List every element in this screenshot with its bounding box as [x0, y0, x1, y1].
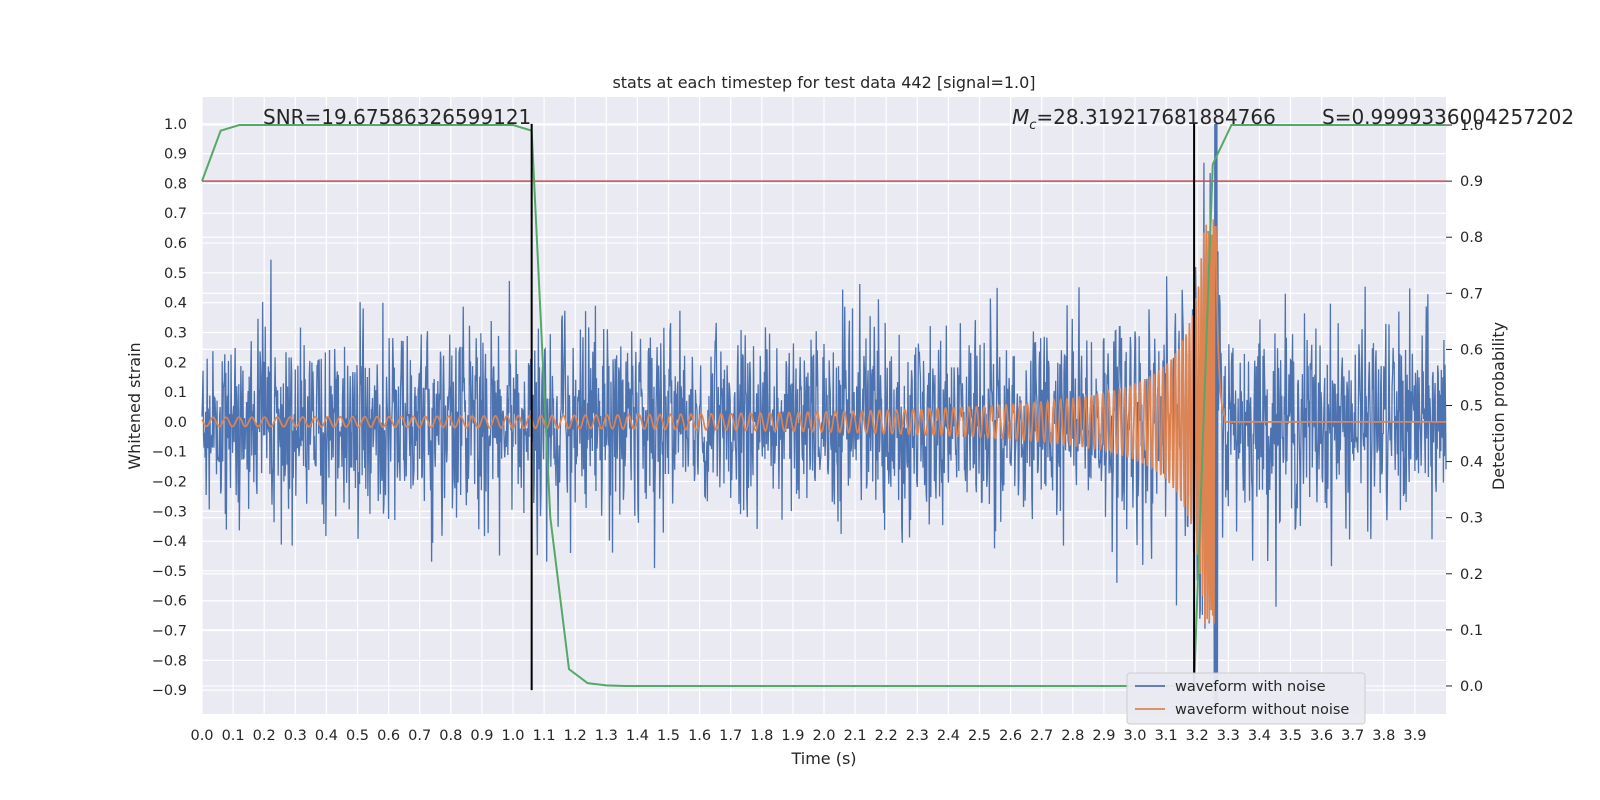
x-tick-label: 0.8 — [439, 728, 462, 744]
y-tick-label: 0.5 — [164, 266, 187, 282]
chirp-mass-symbol: M — [1012, 105, 1029, 129]
y2-tick-label: 0.0 — [1460, 679, 1483, 695]
y2-axis-label: Detection probability — [1489, 322, 1508, 490]
x-tick-label: 3.1 — [1155, 728, 1178, 744]
y-tick-label: 0.3 — [164, 325, 187, 341]
series-noisy-waveform — [201, 123, 1447, 706]
x-tick-label: 0.6 — [377, 728, 400, 744]
x-tick-label: 2.0 — [812, 728, 835, 744]
x-tick-label: 0.9 — [470, 728, 493, 744]
chirp-mass-value: =28.319217681884766 — [1036, 105, 1275, 129]
y2-tick-label: 0.8 — [1460, 230, 1483, 246]
y-tick-label: −0.5 — [152, 564, 187, 580]
y2-tick-label: 1.0 — [1460, 118, 1483, 134]
x-tick-label: 0.0 — [190, 728, 213, 744]
y-tick-label: 0.8 — [164, 176, 187, 192]
y2-tick-label: 0.1 — [1460, 623, 1483, 639]
x-tick-label: 2.9 — [1092, 728, 1115, 744]
x-tick-label: 1.8 — [750, 728, 773, 744]
y2-tick-label: 0.2 — [1460, 567, 1483, 583]
x-tick-label: 1.5 — [657, 728, 680, 744]
legend-label-noise: waveform with noise — [1175, 679, 1326, 695]
y-tick-label: 0.1 — [164, 385, 187, 401]
y-tick-label: −0.4 — [152, 534, 187, 550]
x-tick-label: 2.7 — [1030, 728, 1053, 744]
y2-tick-label: 0.3 — [1460, 511, 1483, 527]
x-tick-label: 1.9 — [781, 728, 804, 744]
x-tick-label: 1.2 — [564, 728, 587, 744]
x-tick-label: 0.3 — [284, 728, 307, 744]
x-tick-label: 3.4 — [1248, 728, 1271, 744]
y-tick-label: −0.8 — [152, 653, 187, 669]
y2-tick-label: 0.4 — [1460, 455, 1483, 471]
tick-labels: 0.0 0.1 0.2 0.3 0.4 0.5 0.6 0.7 0.8 0.9 1.0 1.1 1.2 1… — [152, 117, 1483, 744]
x-tick-label: 2.2 — [875, 728, 898, 744]
s-annotation: S=0.9999336004257202 — [1322, 105, 1574, 129]
y-tick-label: −0.3 — [152, 504, 187, 520]
series-clean-waveform — [201, 219, 1446, 625]
y-tick-label: 0.7 — [164, 206, 187, 222]
x-tick-label: 3.9 — [1403, 728, 1426, 744]
x-tick-label: 2.4 — [937, 728, 960, 744]
x-tick-label: 3.5 — [1279, 728, 1302, 744]
y-tick-label: 1.0 — [164, 117, 187, 133]
y-tick-label: 0.4 — [164, 296, 187, 312]
x-tick-label: 3.0 — [1123, 728, 1146, 744]
y2-tick-label: 0.5 — [1460, 399, 1483, 415]
series-detection-probability — [201, 124, 1446, 687]
y-tick-label: −0.6 — [152, 594, 187, 610]
x-tick-label: 1.7 — [719, 728, 742, 744]
x-tick-label: 0.4 — [315, 728, 338, 744]
x-tick-label: 3.3 — [1217, 728, 1240, 744]
x-tick-label: 2.8 — [1061, 728, 1084, 744]
y-axis-label: Whitened strain — [125, 342, 144, 469]
x-tick-label: 3.7 — [1341, 728, 1364, 744]
x-tick-label: 0.7 — [408, 728, 431, 744]
x-tick-label: 3.6 — [1310, 728, 1333, 744]
overlay-layer — [201, 123, 1446, 691]
y-tick-label: −0.7 — [152, 624, 187, 640]
x-tick-label: 2.6 — [999, 728, 1022, 744]
y-tick-label: 0.2 — [164, 355, 187, 371]
y-tick-label: −0.1 — [152, 445, 187, 461]
x-tick-label: 1.4 — [626, 728, 649, 744]
chirp-mass-subscript: c — [1029, 118, 1036, 133]
x-tick-label: 1.0 — [501, 728, 524, 744]
x-tick-label: 0.1 — [222, 728, 245, 744]
legend: waveform with noise waveform without noi… — [1126, 672, 1366, 725]
y-tick-label: 0.0 — [164, 415, 187, 431]
x-tick-label: 1.6 — [688, 728, 711, 744]
legend-box — [1126, 672, 1366, 725]
x-tick-label: 0.2 — [253, 728, 276, 744]
y2-tick-label: 0.9 — [1460, 174, 1483, 190]
x-tick-label: 3.8 — [1372, 728, 1395, 744]
x-axis-label: Time (s) — [790, 749, 856, 768]
y-tick-label: −0.2 — [152, 475, 187, 491]
x-tick-label: 0.5 — [346, 728, 369, 744]
x-tick-label: 1.3 — [595, 728, 618, 744]
y2-tick-label: 0.7 — [1460, 286, 1483, 302]
chirp-mass-annotation: Mc=28.319217681884766 — [1012, 105, 1276, 133]
series-layer — [201, 123, 1447, 706]
chart-title: stats at each timestep for test data 442… — [612, 73, 1035, 92]
x-tick-label: 3.2 — [1186, 728, 1209, 744]
y-tick-label: 0.9 — [164, 147, 187, 163]
y2-tick-label: 0.6 — [1460, 342, 1483, 358]
legend-label-clean: waveform without noise — [1175, 702, 1349, 718]
x-tick-label: 2.5 — [968, 728, 991, 744]
x-tick-label: 2.1 — [844, 728, 867, 744]
snr-annotation: SNR=19.67586326599121 — [263, 105, 531, 129]
y-tick-label: 0.6 — [164, 236, 187, 252]
y-tick-label: −0.9 — [152, 683, 187, 699]
x-tick-label: 1.1 — [533, 728, 556, 744]
x-tick-label: 2.3 — [906, 728, 929, 744]
